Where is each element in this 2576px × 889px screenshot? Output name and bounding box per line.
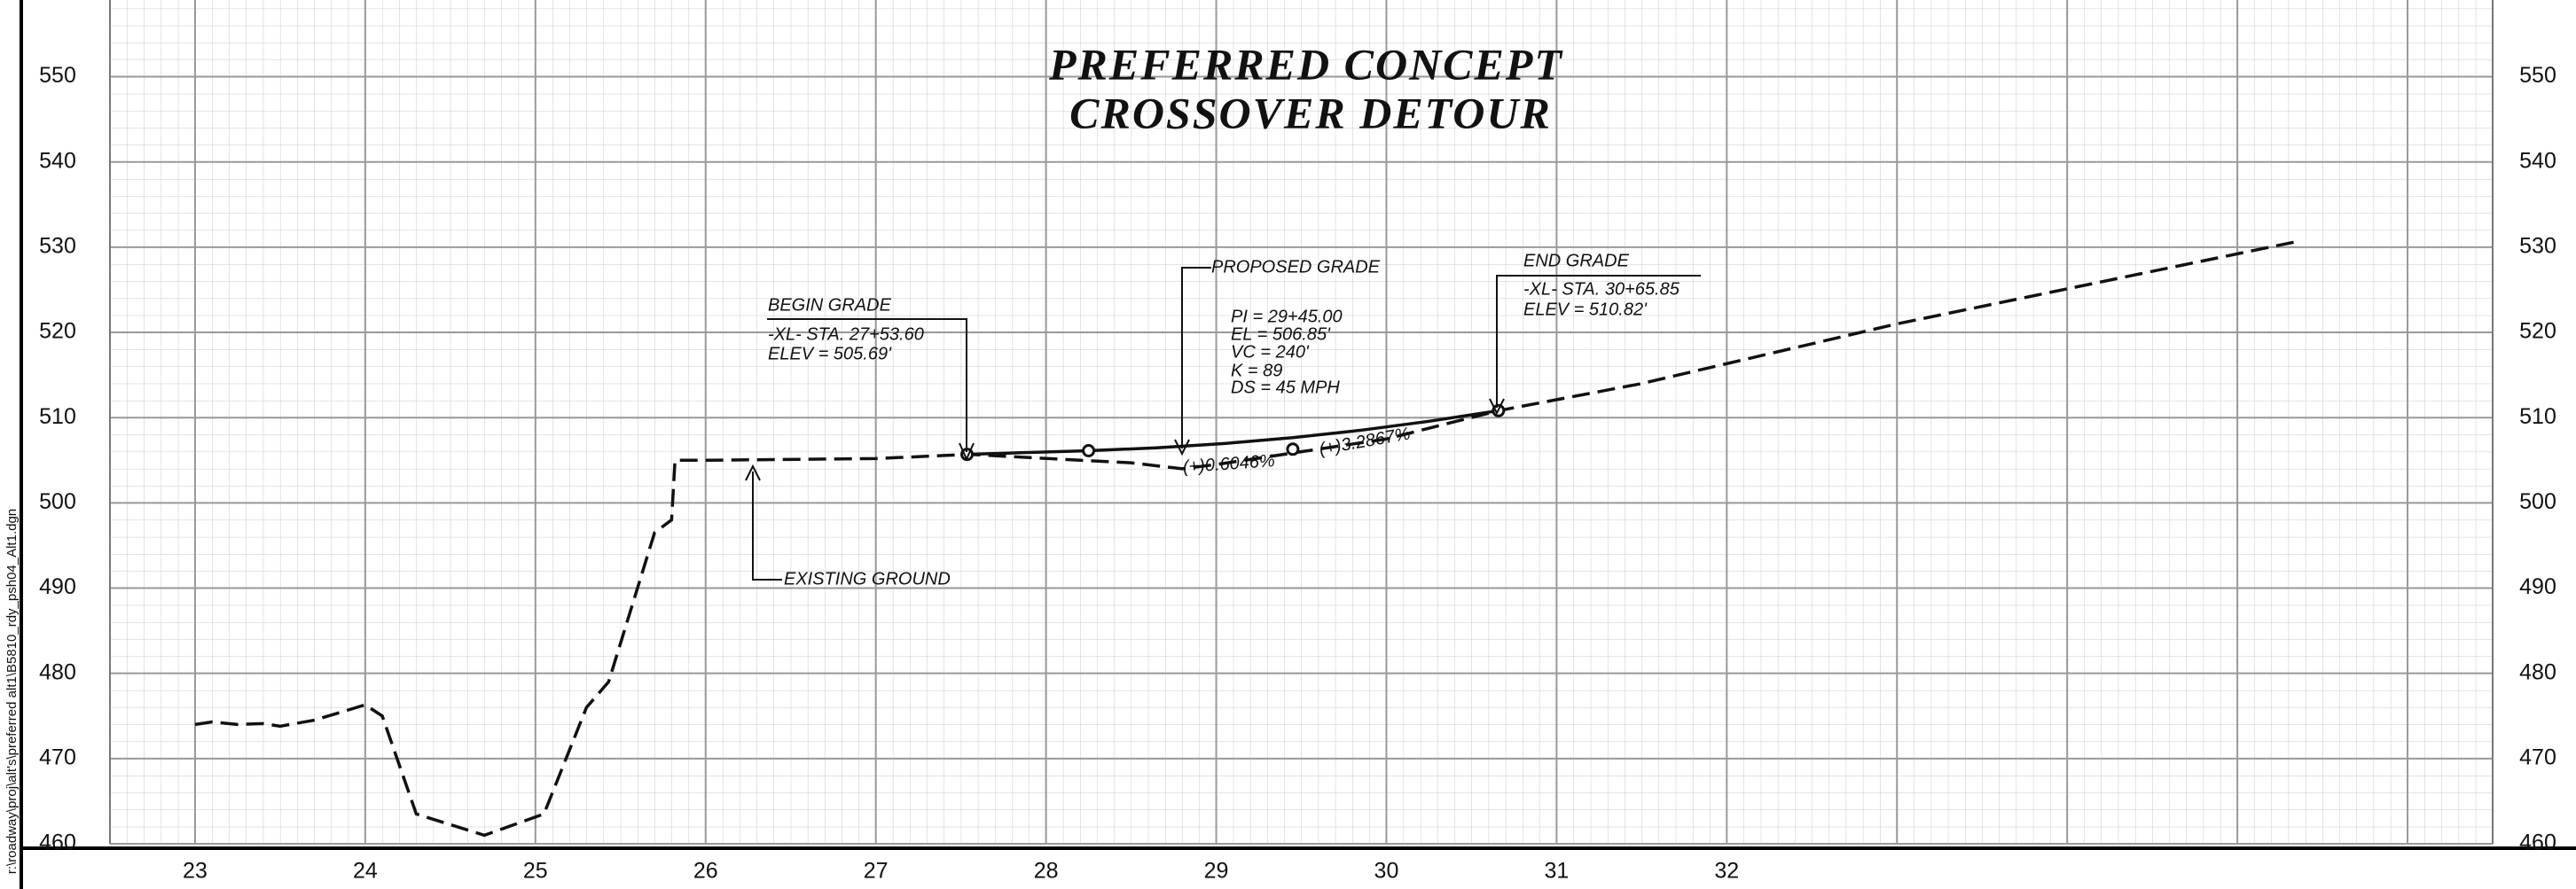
begin-station: -XL- STA. 27+53.60 [768,324,924,344]
series-line [967,409,1499,456]
grade-point [1082,444,1096,458]
y-tick-label-right: 460 [2519,831,2556,855]
x-tick-label: 23 [183,859,207,884]
x-tick-label: 25 [523,859,548,884]
proposed-label: PROPOSED GRADE [1211,257,1381,277]
y-tick-label-right: 500 [2519,489,2556,514]
y-tick-label: 490 [39,574,76,599]
subtitle: CROSSOVER DETOUR [1069,88,1552,137]
y-tick-label: 520 [39,319,76,344]
y-tick-label: 540 [39,148,76,173]
y-tick-label: 470 [39,745,76,769]
title: PREFERRED CONCEPT [1048,39,1563,89]
arrow [1174,439,1190,456]
x-tick-label: 24 [353,859,378,884]
y-tick-label: 480 [39,659,76,684]
leader [1496,275,1701,408]
y-tick-label-right: 540 [2519,148,2556,173]
y-tick-label-right: 510 [2519,404,2556,429]
curve-k: K = 89 [1231,361,1282,380]
y-tick-label: 500 [39,489,76,514]
x-tick-label: 28 [1034,859,1059,884]
file-path: r:\roadway\proj\alt's\preferred alt1\B58… [4,509,20,874]
begin-elev: ELEV = 505.69' [768,344,892,363]
y-tick-label-right: 550 [2519,63,2556,88]
arrow [745,464,761,481]
y-tick-label: 510 [39,404,76,429]
end-station: -XL- STA. 30+65.85 [1523,279,1680,299]
lines [194,239,2299,838]
y-tick-label: 460 [39,831,76,855]
y-tick-label-right: 480 [2519,659,2556,684]
y-tick-label: 530 [39,233,76,258]
curve-vc: VC = 240' [1231,342,1310,362]
y-tick-label-right: 490 [2519,574,2556,599]
x-tick-label: 26 [693,859,718,884]
minor-grid [110,0,2493,844]
begin-label: BEGIN GRADE [768,295,892,315]
end-label: END GRADE [1523,251,1630,270]
y-tick-label: 550 [39,63,76,88]
leader [752,472,782,581]
leader [1181,267,1211,448]
x-tick-label: 31 [1544,859,1569,884]
grid [21,0,2576,850]
arrow [1489,398,1505,416]
x-tick-label: 29 [1204,859,1229,884]
series-line [194,239,2299,838]
x-tick-label: 30 [1374,859,1399,884]
grade-point [1286,442,1300,456]
y-tick-label-right: 520 [2519,319,2556,344]
curve-ds: DS = 45 MPH [1231,378,1340,397]
x-tick-label: 32 [1714,859,1739,884]
curve-el: EL = 506.85' [1231,324,1331,344]
curve-pi: PI = 29+45.00 [1231,307,1343,326]
x-tick-label: 27 [864,859,889,884]
leader [767,318,967,452]
y-tick-label-right: 470 [2519,745,2556,769]
y-tick-label-right: 530 [2519,233,2556,258]
existing-label: EXISTING GROUND [784,569,951,589]
arrow [959,442,975,462]
end-elev: ELEV = 510.82' [1523,300,1648,319]
